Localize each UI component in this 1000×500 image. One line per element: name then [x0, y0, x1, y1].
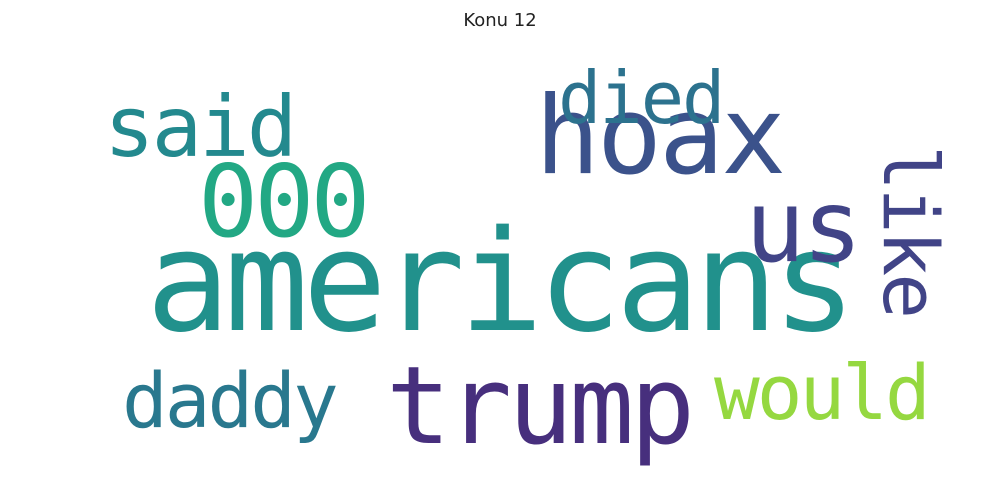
word-trump: trump: [386, 344, 695, 469]
word-would: would: [714, 348, 931, 437]
word-died: died: [558, 56, 725, 140]
chart-title: Konu 12: [463, 10, 537, 31]
word-us: us: [745, 168, 862, 285]
word-like: like: [866, 145, 955, 317]
word-daddy: daddy: [122, 356, 339, 445]
word-americans: americans: [146, 201, 857, 364]
word-said: said: [104, 78, 297, 176]
word-hoax: hoax: [535, 74, 786, 199]
word-000: 000: [198, 143, 371, 260]
